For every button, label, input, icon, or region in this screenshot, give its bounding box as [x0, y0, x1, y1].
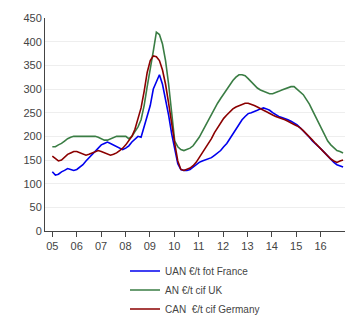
svg-text:350: 350 — [23, 59, 41, 71]
svg-text:11: 11 — [193, 240, 204, 252]
svg-text:150: 150 — [23, 154, 41, 166]
svg-text:450: 450 — [23, 12, 41, 24]
svg-text:07: 07 — [95, 240, 107, 252]
svg-text:08: 08 — [119, 240, 131, 252]
svg-text:13: 13 — [241, 240, 253, 252]
svg-text:0: 0 — [36, 225, 42, 237]
svg-text:AN €/t cif UK: AN €/t cif UK — [165, 285, 223, 296]
svg-text:16: 16 — [314, 240, 326, 252]
svg-text:14: 14 — [266, 240, 278, 252]
svg-text:10: 10 — [168, 240, 180, 252]
svg-text:15: 15 — [290, 240, 302, 252]
svg-text:400: 400 — [23, 36, 41, 48]
svg-text:250: 250 — [23, 107, 41, 119]
svg-text:05: 05 — [46, 240, 58, 252]
svg-text:200: 200 — [23, 130, 41, 142]
svg-text:300: 300 — [23, 83, 41, 95]
svg-text:12: 12 — [217, 240, 229, 252]
svg-text:UAN €/t fot France: UAN €/t fot France — [165, 266, 248, 277]
svg-text:50: 50 — [30, 201, 42, 213]
svg-text:100: 100 — [23, 178, 41, 190]
svg-text:09: 09 — [144, 240, 156, 252]
svg-text:CAN €/t cif Germany: CAN €/t cif Germany — [165, 304, 259, 315]
svg-text:06: 06 — [71, 240, 83, 252]
